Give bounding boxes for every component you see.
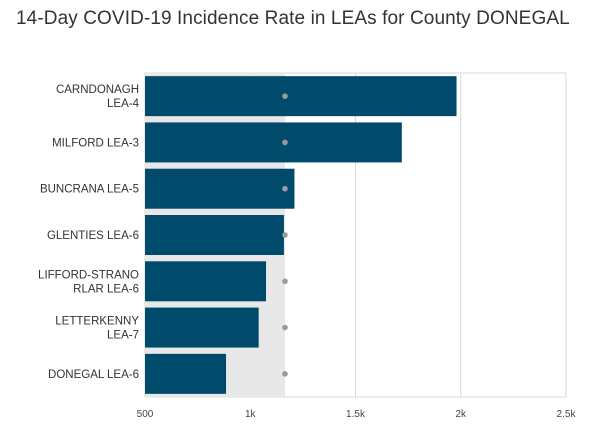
category-label-5: LETTERKENNY LEA-7	[55, 316, 139, 342]
category-label-line: GLENTIES LEA-6	[47, 230, 139, 242]
category-label-line: LIFFORD-STRANO	[38, 269, 139, 281]
bar-5[interactable]	[145, 307, 259, 348]
category-label-0: CARNDONAGH LEA-4	[56, 84, 140, 110]
category-label-line: RLAR LEA-6	[73, 283, 139, 295]
category-label-6: DONEGAL LEA-6	[48, 369, 139, 381]
category-label-line: MILFORD LEA-3	[52, 137, 139, 149]
category-label-line: CARNDONAGH	[56, 84, 139, 96]
reference-marker-5	[282, 324, 288, 331]
category-label-4: LIFFORD-STRANO RLAR LEA-6	[38, 269, 139, 295]
bar-0[interactable]	[145, 76, 457, 117]
bar-6[interactable]	[145, 353, 227, 394]
reference-marker-0	[282, 93, 288, 99]
category-label-line: LETTERKENNY	[55, 316, 139, 328]
reference-marker-6	[282, 371, 288, 377]
reference-marker-4	[282, 278, 288, 285]
category-label-2: BUNCRANA LEA-5	[40, 184, 139, 196]
x-tick-label-2: 1.5k	[346, 409, 366, 420]
bar-1[interactable]	[145, 122, 402, 163]
x-tick-label-0: 500	[137, 409, 154, 420]
category-label-line: LEA-4	[107, 98, 140, 110]
bar-3[interactable]	[145, 215, 284, 255]
reference-marker-2	[282, 185, 288, 192]
x-tick-label-4: 2.5k	[557, 409, 577, 420]
chart-title: 14-Day COVID-19 Incidence Rate in LEAs f…	[16, 8, 570, 29]
x-tick-label-1: 1k	[245, 409, 257, 420]
x-tick-label-3: 2k	[455, 409, 467, 420]
category-label-line: DONEGAL LEA-6	[48, 369, 139, 381]
category-label-line: LEA-7	[107, 330, 139, 342]
reference-marker-1	[282, 139, 288, 146]
reference-marker-3	[282, 232, 288, 238]
category-label-line: BUNCRANA LEA-5	[40, 184, 139, 196]
category-label-3: GLENTIES LEA-6	[47, 230, 139, 242]
bar-4[interactable]	[145, 261, 267, 302]
bar-2[interactable]	[145, 168, 295, 209]
category-label-1: MILFORD LEA-3	[52, 137, 139, 149]
